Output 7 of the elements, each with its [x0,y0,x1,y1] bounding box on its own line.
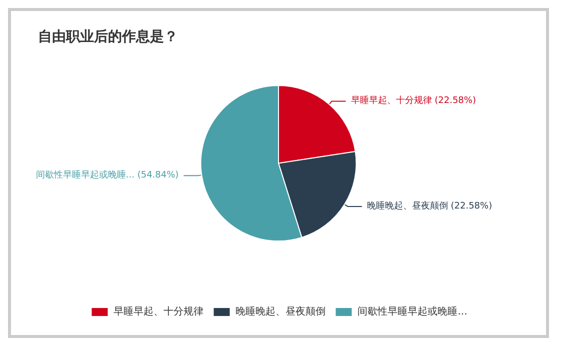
legend-label: 晚睡晚起、昼夜颠倒 [236,306,326,318]
category-label: 晚睡晚起、昼夜颠倒 (22.58%) [366,202,492,212]
category-label: 早睡早起、十分规律 (22.58%) [350,96,476,106]
category-label: 间歇性早睡早起或晚睡... (54.84%) [36,170,179,181]
legend-label: 早睡早起、十分规律 [114,306,204,318]
chart-title: 自由职业后的作息是？ [38,28,178,45]
legend-label: 间歇性早睡早起或晚睡... [358,306,468,318]
